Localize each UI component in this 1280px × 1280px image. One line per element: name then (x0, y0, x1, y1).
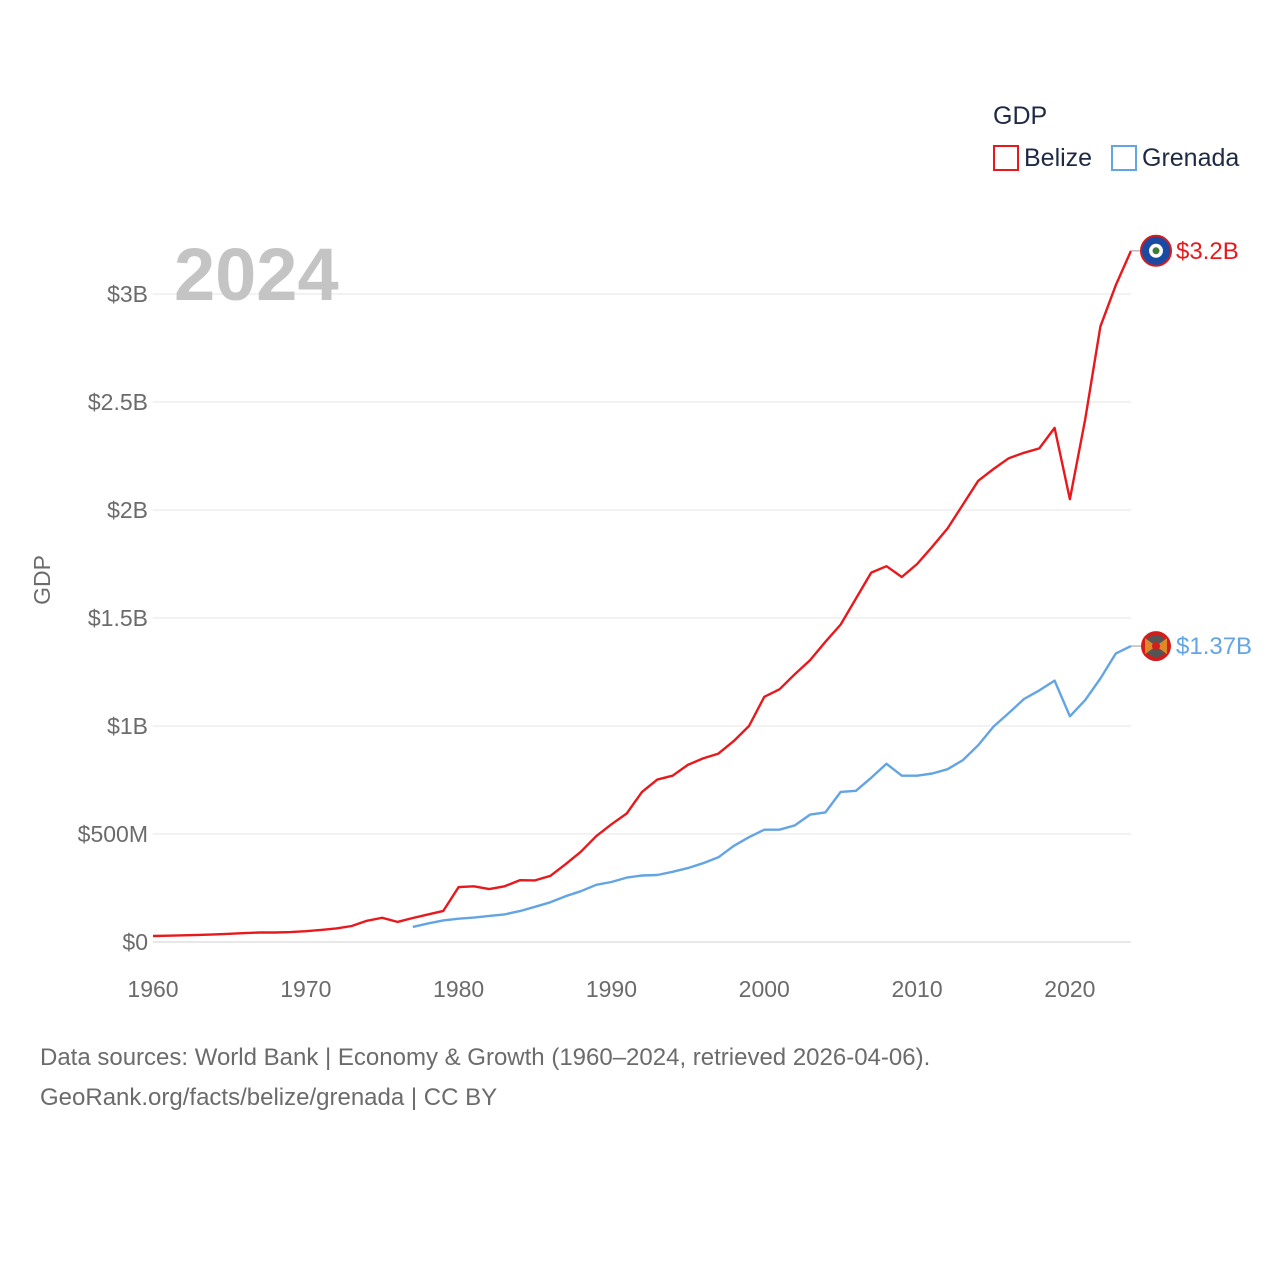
y-tick-label: $1.5B (88, 605, 148, 631)
y-tick-label: $1B (107, 713, 148, 739)
y-tick-label: $500M (78, 821, 148, 847)
gdp-line-chart: $0$500M$1B$1.5B$2B$2.5B$3B 1960 1970 1980 1… (29, 102, 1252, 1002)
gridlines (153, 293, 1131, 943)
x-tick-label: 2000 (739, 976, 790, 1002)
legend-label-belize[interactable]: Belize (1024, 144, 1092, 172)
x-tick-label: 2010 (891, 976, 942, 1002)
end-value-label-belize: $3.2B (1176, 238, 1239, 265)
x-tick-label: 2020 (1044, 976, 1095, 1002)
x-axis-ticks: 1960 1970 1980 1990 2000 2010 2020 (127, 976, 1095, 1002)
legend-title: GDP (993, 102, 1047, 130)
y-tick-label: $2.5B (88, 389, 148, 415)
legend[interactable]: GDP Belize Grenada (993, 102, 1239, 172)
y-tick-label: $0 (122, 929, 148, 955)
end-value-label-grenada: $1.37B (1176, 633, 1252, 660)
x-tick-label: 1960 (127, 976, 178, 1002)
series-line-grenada[interactable] (412, 645, 1132, 929)
y-axis-ticks: $0 $500M $1B $1.5B $2B $2.5B $3B (78, 281, 148, 955)
x-tick-label: 1970 (280, 976, 331, 1002)
y-tick-label: $2B (107, 497, 148, 523)
x-tick-label: 1980 (433, 976, 484, 1002)
flag-emblem-center (1152, 247, 1160, 255)
x-tick-label: 1990 (586, 976, 637, 1002)
year-label: 2024 (174, 233, 339, 316)
legend-label-grenada[interactable]: Grenada (1142, 144, 1239, 172)
end-markers: $3.2B $1.37B (1131, 234, 1252, 662)
belize-flag-icon[interactable] (1140, 234, 1172, 267)
footer-sources: Data sources: World Bank | Economy & Gro… (40, 1044, 931, 1071)
legend-swatch-belize[interactable] (993, 145, 1019, 171)
grenada-flag-icon[interactable] (1141, 631, 1171, 662)
y-axis-label: GDP (29, 555, 55, 605)
legend-swatch-grenada[interactable] (1111, 145, 1137, 171)
flag-center (1152, 642, 1160, 651)
series-lines (152, 250, 1133, 938)
footer-credit[interactable]: GeoRank.org/facts/belize/grenada | CC BY (40, 1084, 498, 1111)
y-tick-label: $3B (107, 281, 148, 307)
series-line-belize[interactable] (152, 250, 1133, 938)
